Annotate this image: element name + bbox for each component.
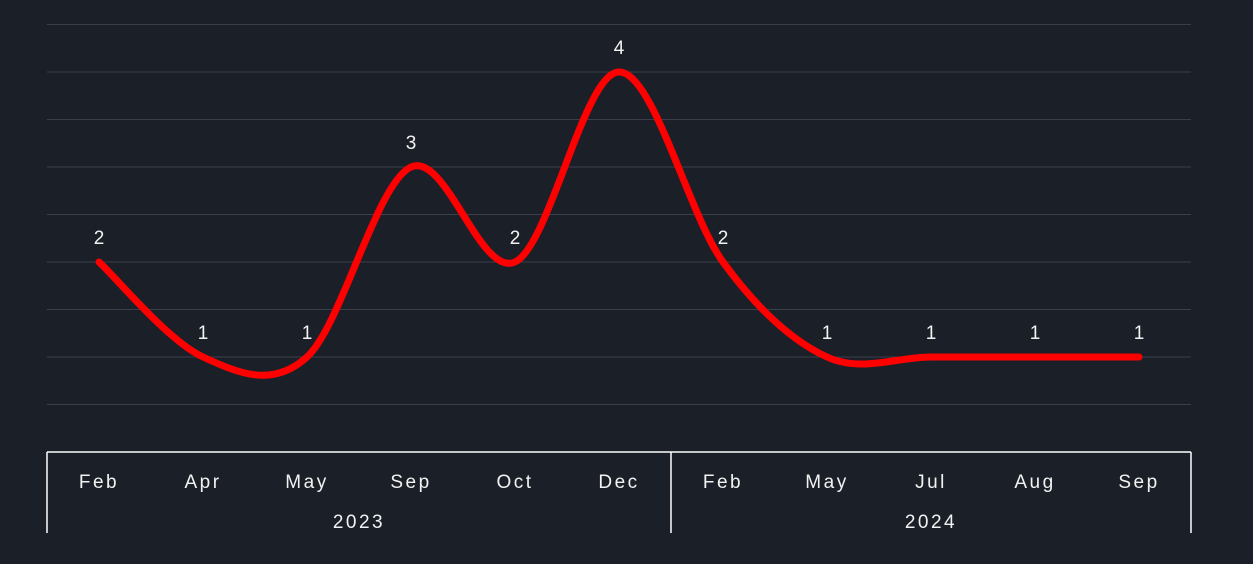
data-label: 1 — [1134, 323, 1145, 344]
x-tick-label: Apr — [184, 472, 221, 493]
x-tick-label: Sep — [1118, 472, 1159, 493]
data-label: 1 — [926, 323, 937, 344]
data-point — [824, 354, 830, 360]
data-point — [616, 69, 622, 75]
data-point — [720, 259, 726, 265]
x-tick-label: May — [805, 472, 848, 493]
data-label: 2 — [718, 228, 729, 249]
data-point — [1136, 354, 1142, 360]
data-label: 1 — [822, 323, 833, 344]
data-point — [200, 354, 206, 360]
data-point — [1032, 354, 1038, 360]
data-point — [408, 164, 414, 170]
data-point — [512, 259, 518, 265]
x-tick-label: Feb — [79, 472, 119, 493]
x-tick-label: Aug — [1014, 472, 1055, 493]
data-label: 4 — [614, 38, 625, 59]
data-label: 1 — [302, 323, 313, 344]
data-label: 2 — [510, 228, 521, 249]
data-label: 2 — [94, 228, 105, 249]
x-tick-label: Feb — [703, 472, 743, 493]
data-point — [304, 354, 310, 360]
x-tick-label: Sep — [390, 472, 431, 493]
data-point — [96, 259, 102, 265]
x-tick-label: Dec — [598, 472, 639, 493]
x-group-label: 2024 — [905, 512, 957, 533]
data-label: 3 — [406, 133, 417, 154]
data-label: 1 — [198, 323, 209, 344]
x-group-label: 2023 — [333, 512, 385, 533]
x-tick-label: Jul — [915, 472, 947, 493]
x-tick-label: Oct — [496, 472, 533, 493]
x-tick-label: May — [285, 472, 328, 493]
data-point — [928, 354, 934, 360]
data-label: 1 — [1030, 323, 1041, 344]
